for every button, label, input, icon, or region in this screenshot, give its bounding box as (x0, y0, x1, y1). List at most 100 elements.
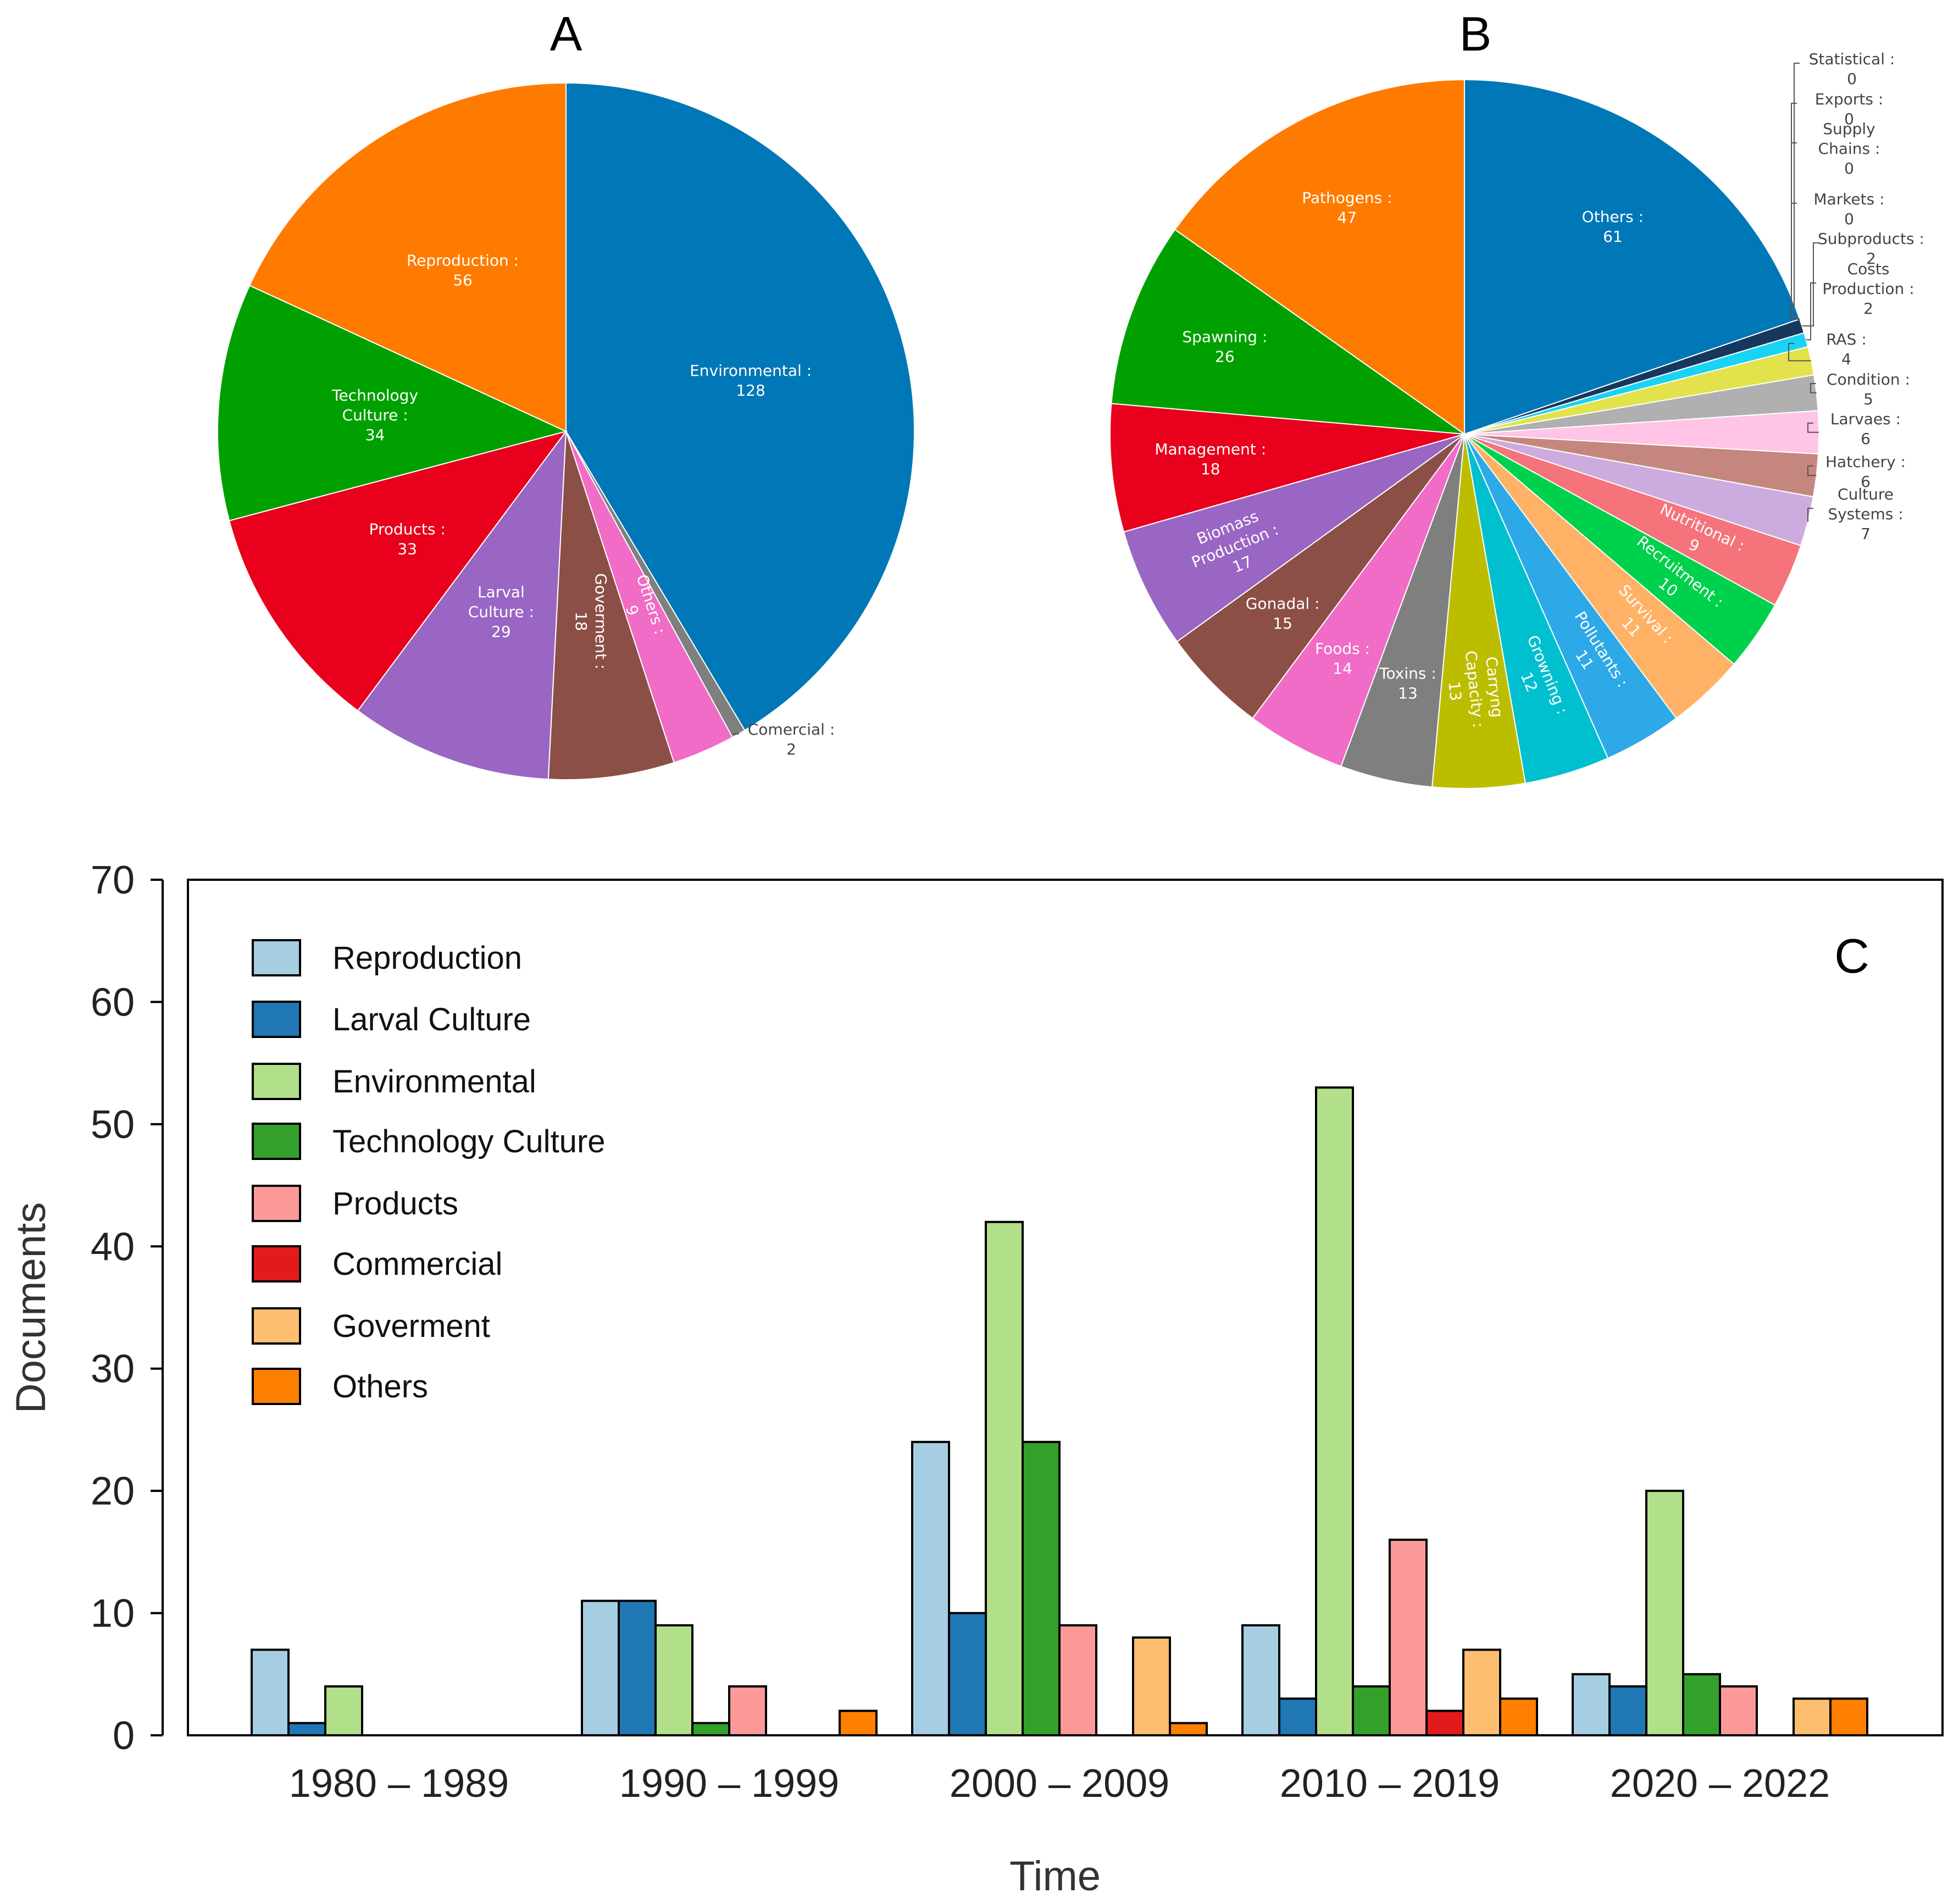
pie-b-slice-others (1464, 79, 1801, 435)
bar-reproduction-3 (1241, 1624, 1280, 1736)
bar-larval-culture-3 (1278, 1697, 1317, 1737)
pie-b-label-gonadal: Gonadal :15 (1246, 595, 1320, 632)
bar-environmental-4 (1645, 1490, 1684, 1736)
bar-technology-culture-1 (691, 1722, 730, 1736)
pie-a-label-environmental: Environmental :128 (690, 362, 812, 399)
pie-a-label-products: Products :33 (369, 520, 446, 558)
pie-b-slice-biomass-production (1123, 434, 1465, 642)
bar-products-3 (1389, 1539, 1428, 1736)
bar-chart-c: 0 10 20 30 40 50 60 70 Documents Time C 1980 – … (8, 858, 1944, 1900)
x-axis-title: Time (1009, 1853, 1101, 1900)
pie-b-label-markets: Markets :0 (1813, 190, 1884, 228)
legend-label-reproduction: Reproduction (332, 940, 522, 976)
y-tick-label: 0 (113, 1714, 135, 1758)
pie-b-label-ras: RAS :4 (1826, 330, 1867, 368)
pie-b-label-costs-production: Costs Production :2 (1822, 260, 1914, 318)
bar-environmental-3 (1315, 1086, 1354, 1736)
legend-label-larval-culture: Larval Culture (332, 1002, 531, 1037)
y-tick-label: 70 (91, 858, 135, 902)
bar-reproduction-2 (911, 1441, 950, 1736)
pie-b-leader-ras (1788, 343, 1812, 362)
legend-swatch-goverment (252, 1307, 301, 1345)
pie-b-leader-hatchery (1807, 465, 1817, 476)
bar-products-2 (1058, 1624, 1097, 1736)
pie-b-slice-carryng-capacity (1431, 434, 1527, 789)
pie-b-leader-subproducts (1802, 242, 1819, 327)
y-tick-label: 50 (91, 1103, 135, 1147)
bar-others-1 (839, 1709, 878, 1737)
legend-swatch-products (252, 1185, 301, 1222)
bar-others-2 (1169, 1722, 1208, 1736)
pie-a-title: A (550, 7, 582, 61)
pie-b-leader-costs-production (1806, 282, 1816, 341)
y-tick-label: 30 (91, 1347, 135, 1391)
legend-label-goverment: Goverment (332, 1308, 490, 1344)
x-tick-label: 2000 – 2009 (950, 1762, 1169, 1806)
y-tick-label: 40 (91, 1225, 135, 1269)
legend: Reproduction Larval Culture Environmental T… (252, 939, 606, 1405)
pie-a-slice-goverment (547, 431, 675, 780)
bar-goverment-3 (1462, 1648, 1501, 1737)
pie-b-label-culture-systems: Culture Systems :7 (1828, 485, 1903, 543)
pie-b-leader-culture-systems (1807, 508, 1813, 523)
bar-technology-culture-3 (1352, 1685, 1391, 1736)
y-axis-title: Documents (8, 1202, 54, 1413)
pie-a-slice-larval-culture (357, 429, 567, 780)
y-tick-label: 10 (91, 1592, 135, 1636)
pie-b-label-statistical: Statistical :0 (1809, 50, 1895, 88)
x-tick-label: 2010 – 2019 (1280, 1762, 1500, 1806)
bar-products-4 (1719, 1685, 1758, 1736)
legend-label-products: Products (332, 1186, 458, 1222)
pie-b-label-management: Management :18 (1155, 440, 1266, 478)
pie-b-slice-management (1109, 403, 1465, 533)
pie-b-label-subproducts: Subproducts :2 (1818, 230, 1924, 268)
bar-environmental-2 (985, 1220, 1024, 1737)
pie-b-slices (1109, 79, 1819, 789)
pie-b-label-others: Others :61 (1582, 208, 1644, 246)
bar-products-1 (728, 1685, 767, 1736)
pie-a-label-technology-culture: Technology Culture :34 (331, 386, 418, 444)
x-tick-label: 1980 – 1989 (289, 1762, 509, 1806)
bar-larval-culture-0 (287, 1722, 326, 1736)
bar-reproduction-0 (251, 1648, 290, 1737)
pie-b-label-condition: Condition :5 (1827, 370, 1910, 408)
bar-reproduction-1 (581, 1600, 620, 1737)
bar-goverment-2 (1132, 1636, 1171, 1736)
pie-b-label-pathogens: Pathogens :47 (1302, 189, 1392, 227)
bar-technology-culture-2 (1022, 1441, 1061, 1736)
legend-swatch-reproduction (252, 939, 301, 976)
pie-b-label-foods: Foods :14 (1315, 640, 1370, 678)
y-tick-label: 20 (91, 1469, 135, 1513)
legend-swatch-commercial (252, 1245, 301, 1283)
pie-b-label-toxins: Toxins :13 (1379, 664, 1436, 702)
bar-reproduction-4 (1572, 1673, 1611, 1736)
x-tick-label: 1990 – 1999 (619, 1762, 839, 1806)
bar-others-3 (1499, 1697, 1538, 1737)
x-tick-label: 2020 – 2022 (1610, 1762, 1830, 1806)
legend-swatch-larval-culture (252, 1001, 301, 1038)
bar-goverment-4 (1792, 1697, 1832, 1737)
pie-a-label-reproduction: Reproduction :56 (407, 251, 519, 289)
pie-a-label-goverment: Goverment :18 (572, 573, 610, 669)
bar-marks (251, 1086, 1868, 1737)
pie-a-slice-environmental (565, 82, 915, 731)
pie-b-leader-larvaes (1807, 423, 1819, 433)
pie-b-label-supply-chains: Supply Chains :0 (1818, 120, 1880, 177)
pie-a-slice-products (228, 430, 568, 712)
pie-b-slice-toxins (1340, 434, 1465, 788)
legend-label-environmental: Environmental (332, 1064, 536, 1100)
pie-b-slice-pathogens (1174, 79, 1465, 435)
pie-b-label-spawning: Spawning :26 (1182, 327, 1267, 365)
y-axis-ticks: 0 10 20 30 40 50 60 70 (91, 858, 163, 1758)
x-axis-labels: 1980 – 1989 1990 – 1999 2000 – 2009 2010 – … (289, 1762, 1830, 1806)
pie-a-label-comercial: Comercial :2 (748, 720, 835, 758)
bar-technology-culture-4 (1682, 1673, 1721, 1736)
bar-larval-culture-4 (1608, 1685, 1647, 1736)
bar-chart-title: C (1834, 929, 1869, 983)
y-tick-label: 60 (91, 980, 135, 1024)
legend-label-commercial: Commercial (332, 1246, 502, 1282)
bar-commercial-3 (1425, 1709, 1464, 1737)
